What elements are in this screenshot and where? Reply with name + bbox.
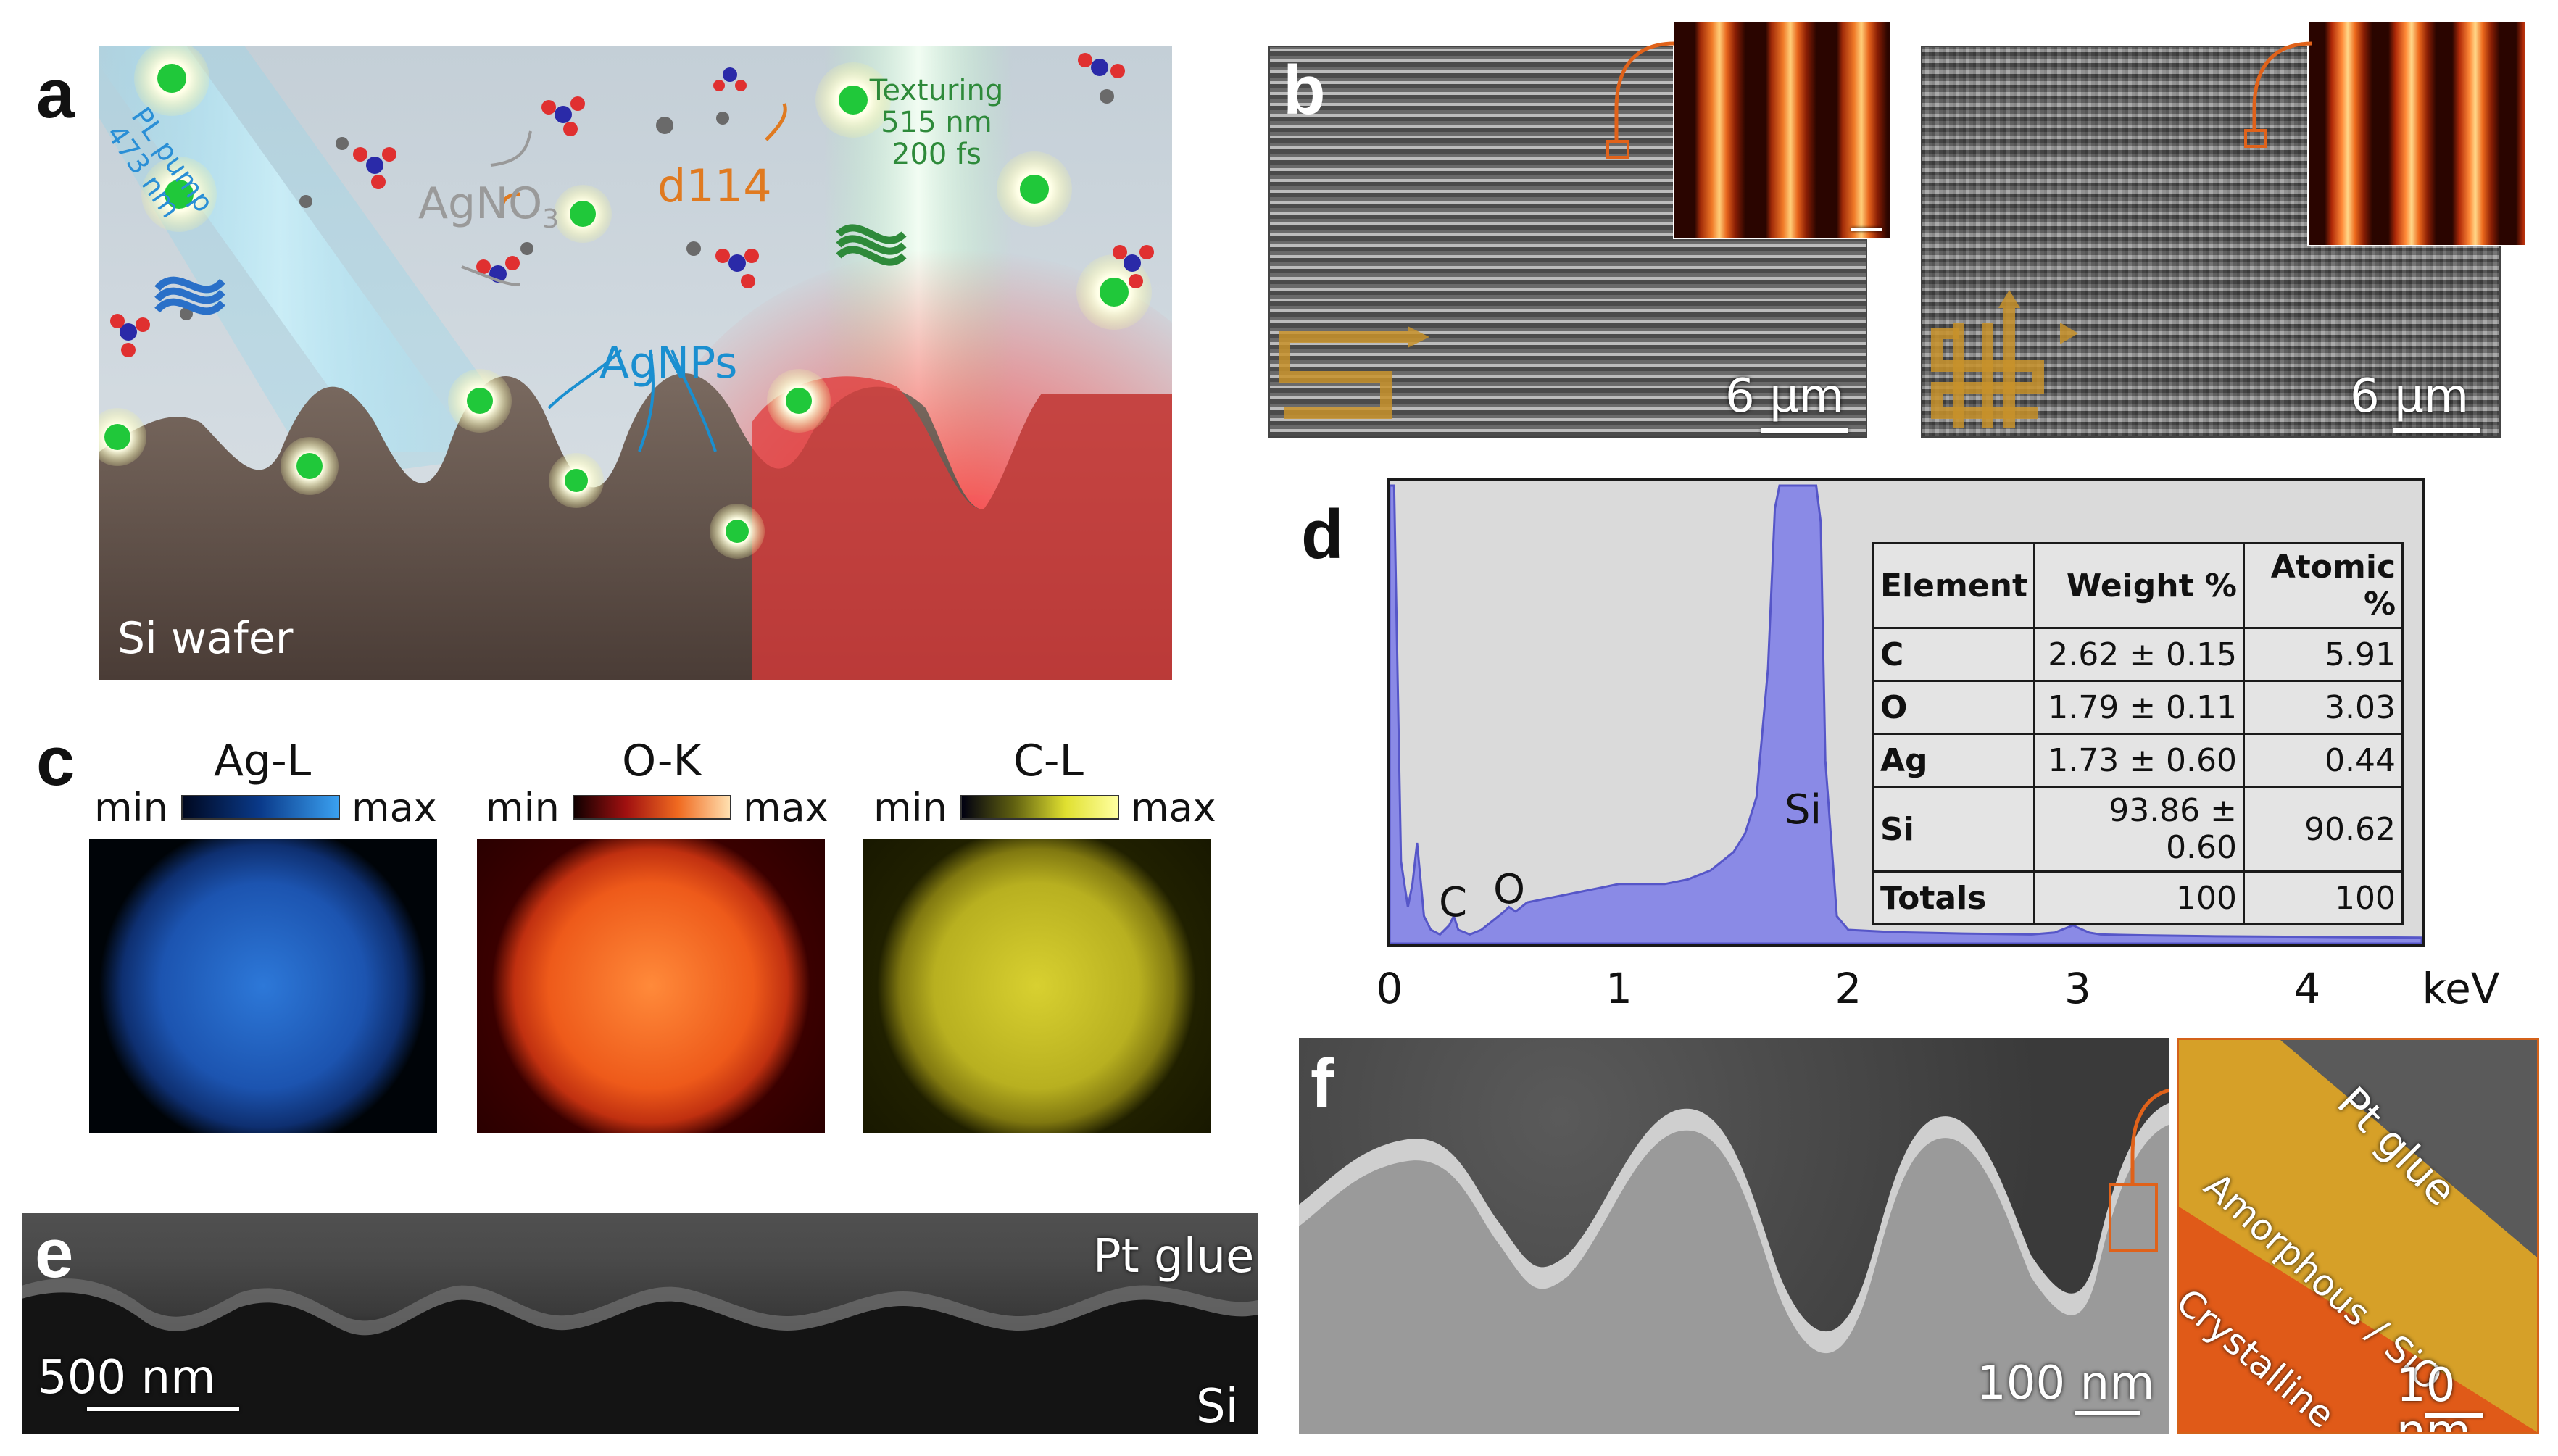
- panel-f-inset-tem: Pt glue Amorphous / SiO Crystalline 10 n…: [2177, 1038, 2539, 1434]
- o-map-min: min: [486, 785, 560, 831]
- panel-e-profile: [22, 1278, 1258, 1434]
- table-header-element: Element: [1872, 542, 2036, 629]
- scale-bar-f: [2075, 1411, 2140, 1415]
- texturing-title: Texturing: [869, 74, 1004, 107]
- pt-glue-label-e: Pt glue: [1093, 1230, 1255, 1284]
- table-cell-weight: 100: [2033, 870, 2246, 925]
- scale-bar-b-right-label: 6 µm: [2350, 370, 2470, 423]
- table-cell-element: Si: [1872, 786, 2036, 873]
- table-cell-atomic: 0.44: [2243, 733, 2404, 788]
- panel-label-c: c: [36, 723, 75, 800]
- eds-x-tick-label: 1: [1605, 964, 1632, 1013]
- scale-bar-f-inset: [2425, 1413, 2483, 1418]
- eds-x-tick-label: 4: [2293, 964, 2321, 1013]
- eds-x-tick-label: 2: [1835, 964, 1862, 1013]
- table-cell-atomic: 90.62: [2243, 786, 2404, 873]
- c-map-min: min: [873, 785, 947, 831]
- panel-f-profile: [1299, 1103, 2169, 1434]
- scan-path-s-icon: [1279, 326, 1429, 419]
- c-map-title: C-L: [1013, 736, 1084, 786]
- si-wafer-label: Si wafer: [117, 613, 294, 664]
- table-cell-weight: 1.73 ± 0.60: [2033, 733, 2246, 788]
- zoom-callout-b-right: [2244, 41, 2313, 148]
- panel-b-afm-inset-left: [1673, 20, 1892, 239]
- si-label-e: Si: [1196, 1380, 1239, 1434]
- texturing-duration: 200 fs: [892, 138, 981, 171]
- zoom-region-f: [2109, 1183, 2158, 1252]
- texturing-label: Texturing 515 nm 200 fs: [857, 75, 1016, 170]
- panel-label-d: d: [1301, 496, 1344, 573]
- agno3-text: AgNO: [418, 178, 543, 229]
- table-header-row: Element Weight % Atomic %: [1872, 542, 2404, 629]
- panel-label-b: b: [1283, 51, 1326, 129]
- table-row: Ag 1.73 ± 0.60 0.44: [1872, 733, 2404, 788]
- panel-label-a: a: [36, 55, 75, 133]
- panel-e-cross-section: e Pt glue 500 nm Si: [22, 1213, 1258, 1434]
- table-row: Si 93.86 ± 0.60 90.62: [1872, 786, 2404, 873]
- o-map-title: O-K: [622, 736, 702, 786]
- agno3-label: AgNO3: [418, 180, 559, 234]
- peak-label-si: Si: [1785, 786, 1822, 833]
- scale-bar-b-left-label: 6 µm: [1725, 370, 1845, 423]
- ag-colorbar: [181, 795, 340, 820]
- table-cell-weight: 1.79 ± 0.11: [2033, 680, 2246, 735]
- d114-label: d114: [657, 159, 772, 212]
- eds-spectrum-area: [1390, 484, 2422, 944]
- panel-a-scene: [99, 46, 1172, 680]
- ag-map-min: min: [94, 785, 168, 831]
- agno3-subscript: 3: [542, 204, 560, 234]
- panel-f-inset-layers: [2179, 1040, 2537, 1432]
- table-row: O 1.79 ± 0.11 3.03: [1872, 680, 2404, 735]
- table-row: Totals 100 100: [1872, 870, 2404, 925]
- panel-label-e: e: [35, 1215, 74, 1292]
- eds-x-axis-unit: keV: [2422, 964, 2500, 1013]
- table-header-atomic: Atomic %: [2243, 542, 2404, 629]
- molecules: [110, 53, 1154, 357]
- table-cell-atomic: 5.91: [2243, 627, 2404, 682]
- zoom-callout-f: [2130, 1088, 2169, 1183]
- panel-label-f: f: [1311, 1045, 1334, 1123]
- o-map-max: max: [743, 785, 829, 831]
- scan-path-grid-icon: [1931, 290, 2078, 428]
- scale-bar-e-label: 500 nm: [38, 1351, 216, 1405]
- o-map-image: [477, 839, 825, 1133]
- composition-table: Element Weight % Atomic % C 2.62 ± 0.15 …: [1872, 542, 2404, 925]
- table-cell-atomic: 100: [2243, 870, 2404, 925]
- ag-map-title: Ag-L: [214, 736, 312, 786]
- texturing-wavelength: 515 nm: [881, 106, 992, 139]
- ag-map-max: max: [352, 785, 437, 831]
- table-cell-atomic: 3.03: [2243, 680, 2404, 735]
- agnps-label: AgNPs: [599, 338, 738, 388]
- panel-a-illustration: PL pump 473 nm Texturing 515 nm 200 fs A…: [99, 46, 1172, 680]
- table-cell-weight: 2.62 ± 0.15: [2033, 627, 2246, 682]
- table-row: C 2.62 ± 0.15 5.91: [1872, 627, 2404, 682]
- ag-map-image: [89, 839, 437, 1133]
- c-map-image: [863, 839, 1211, 1133]
- zoom-callout-b-left: [1606, 41, 1675, 159]
- o-colorbar: [573, 795, 731, 820]
- scale-bar-f-inset-label: 10 nm: [2396, 1359, 2471, 1434]
- peak-label-c: C: [1439, 879, 1468, 926]
- scale-bar-f-label: 100 nm: [1977, 1357, 2155, 1410]
- eds-x-tick-label: 0: [1376, 964, 1403, 1013]
- table-cell-element: O: [1872, 680, 2036, 735]
- scale-bar-e: [87, 1407, 239, 1411]
- scale-bar-b-right: [2393, 428, 2480, 433]
- table-cell-element: Totals: [1872, 870, 2036, 925]
- eds-spectrum-svg: [1390, 484, 2422, 944]
- table-header-weight: Weight %: [2033, 542, 2246, 629]
- panel-b-afm-inset-right: [2307, 20, 2526, 246]
- peak-label-o: O: [1493, 866, 1526, 913]
- table-cell-element: C: [1872, 627, 2036, 682]
- nanoparticles: [99, 46, 1152, 559]
- eds-x-tick-label: 3: [2064, 964, 2091, 1013]
- table-cell-element: Ag: [1872, 733, 2036, 788]
- c-map-max: max: [1131, 785, 1216, 831]
- scale-bar-b-left: [1761, 428, 1848, 433]
- panel-f-cross-section: f 100 nm: [1299, 1038, 2169, 1434]
- table-cell-weight: 93.86 ± 0.60: [2033, 786, 2246, 873]
- c-colorbar: [960, 795, 1119, 820]
- afm-scale-bar-left: [1851, 228, 1882, 231]
